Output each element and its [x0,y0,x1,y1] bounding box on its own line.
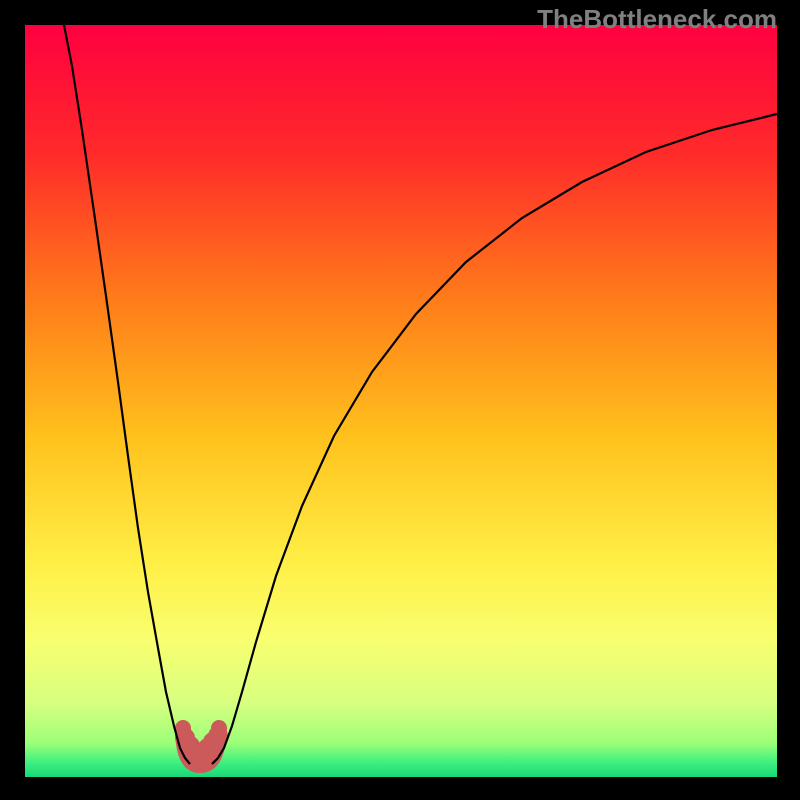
watermark-text: TheBottleneck.com [537,4,777,35]
bottleneck-chart [0,0,800,800]
gradient-background [25,25,777,777]
